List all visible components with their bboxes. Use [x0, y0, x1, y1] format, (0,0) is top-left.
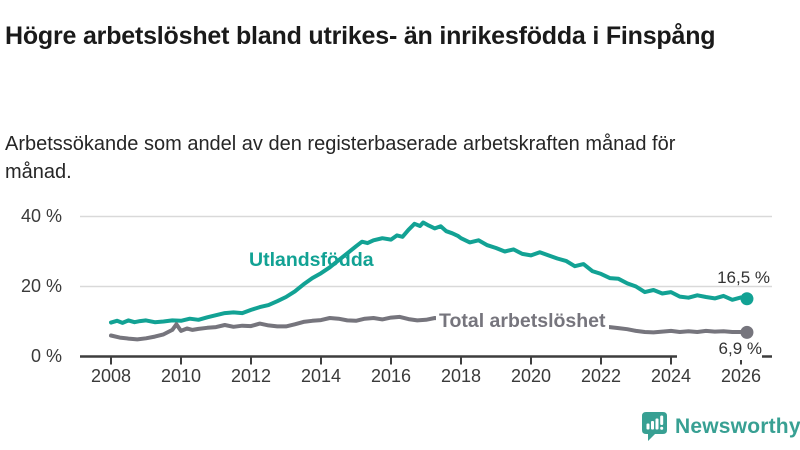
x-tick-label: 2010: [160, 366, 202, 386]
x-tick-label: 2022: [580, 366, 622, 386]
newsworthy-wordmark: Newsworthy: [675, 414, 800, 438]
x-tick-label: 2020: [510, 366, 552, 386]
x-tick-label: 2018: [440, 366, 482, 386]
series-end-dot-0: [740, 292, 754, 306]
y-tick-label: 40 %: [20, 206, 62, 226]
series-end-dot-1: [740, 325, 754, 339]
y-tick-label: 20 %: [20, 276, 62, 296]
end-value-total-arbetsloshet: 6,9 %: [677, 339, 762, 360]
x-tick-label: 2016: [370, 366, 412, 386]
x-tick-label: 2012: [230, 366, 272, 386]
page-title: Högre arbetslöshet bland utrikes- än inr…: [5, 21, 716, 50]
series-label-total-arbetsloshet: Total arbetslöshet: [436, 310, 609, 333]
x-tick-label: 2008: [90, 366, 132, 386]
newsworthy-logo[interactable]: Newsworthy: [641, 411, 800, 442]
series-label-utlandsfodda: Utlandsfödda: [249, 249, 374, 271]
chart-subtitle: Arbetssökande som andel av den registerb…: [5, 133, 676, 184]
series-line-0: [109, 220, 749, 325]
x-tick-label: 2026: [720, 366, 762, 386]
series-line-1: [109, 314, 749, 342]
end-value-utlandsfodda: 16,5 %: [717, 268, 770, 287]
x-tick-label: 2024: [650, 366, 692, 386]
y-tick-label: 0 %: [30, 346, 62, 366]
newsworthy-icon: [641, 411, 668, 442]
x-tick-label: 2014: [300, 366, 342, 386]
